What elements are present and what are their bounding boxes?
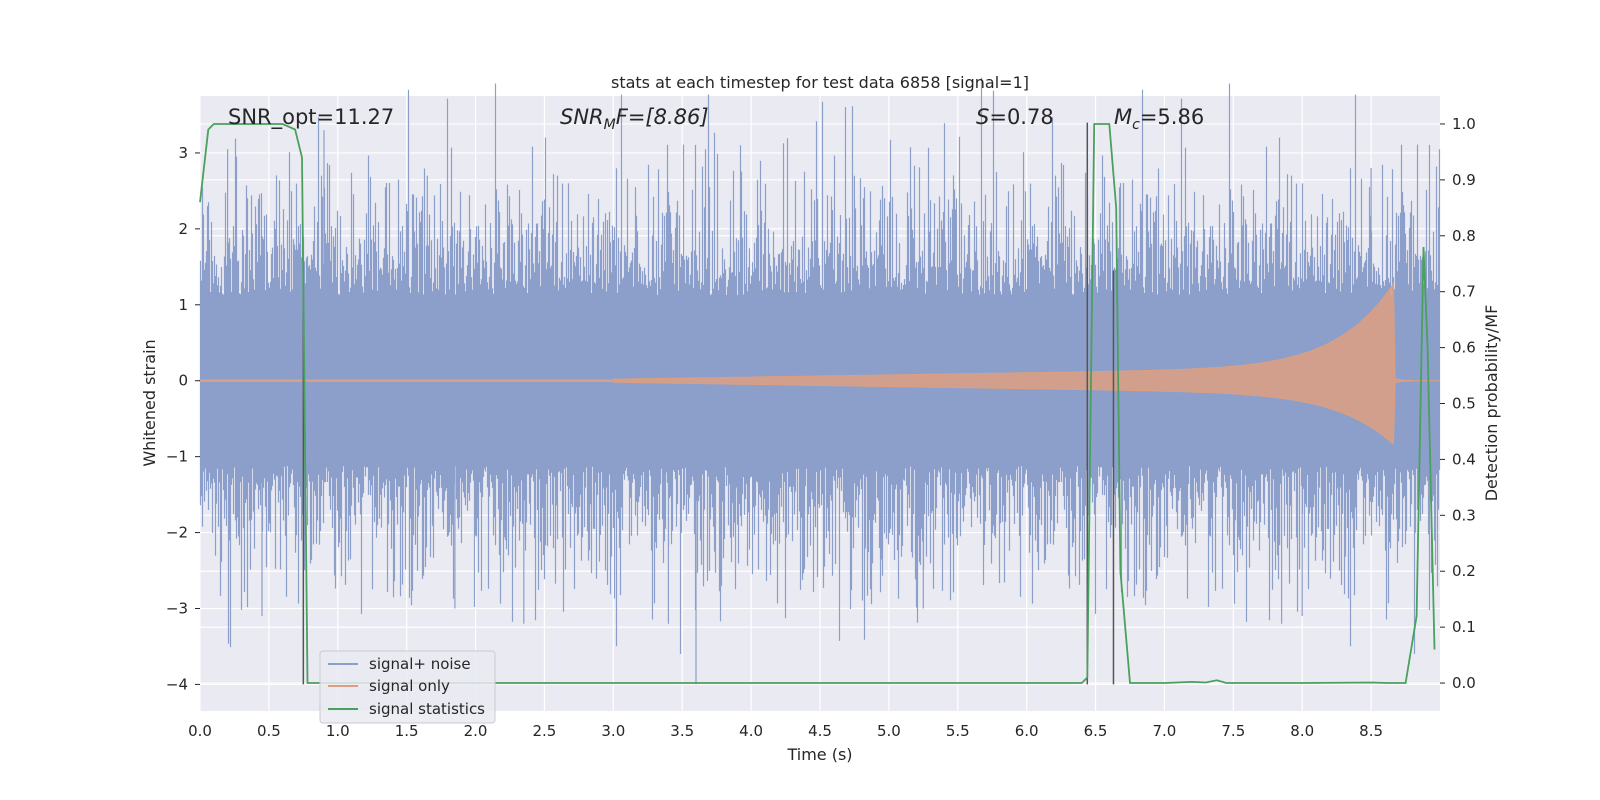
x-tick-label: 5.5	[946, 722, 970, 740]
y-left-tick-label: 2	[178, 220, 188, 238]
x-axis-label: Time (s)	[786, 745, 852, 764]
y-left-tick-label: −3	[166, 600, 188, 618]
chart-title: stats at each timestep for test data 685…	[611, 73, 1029, 92]
x-tick-label: 6.5	[1084, 722, 1108, 740]
mc-suffix: =5.86	[1140, 105, 1204, 129]
x-tick-label: 7.5	[1221, 722, 1245, 740]
snr-mf-prefix: SNR	[560, 105, 604, 129]
y-right-tick-label: 0.4	[1452, 450, 1476, 468]
x-tick-label: 3.5	[670, 722, 694, 740]
y-left-axis-ticks: −4 −3 −2 −1 0 1 2 3	[166, 144, 200, 693]
signal-statistics-series	[199, 123, 1436, 684]
y-right-axis-ticks: 0.0 0.1 0.2 0.3 0.4 0.5 0.6 0.7 0.8 0.9 1.0	[1440, 115, 1476, 692]
signal-only-line	[199, 281, 1440, 446]
y-right-tick-label: 1.0	[1452, 115, 1476, 133]
legend-label-signal-noise: signal+ noise	[369, 655, 471, 673]
x-tick-label: 5.0	[877, 722, 901, 740]
signal-statistics-line	[199, 123, 1436, 684]
y-right-axis-label: Detection probability/MF	[1482, 305, 1501, 502]
x-tick-label: 6.0	[1015, 722, 1039, 740]
y-left-tick-label: −4	[166, 675, 188, 693]
x-tick-label: 0.5	[257, 722, 281, 740]
x-tick-label: 2.5	[533, 722, 557, 740]
x-axis-ticks: 0.0 0.5 1.0 1.5 2.0 2.5 3.0 3.5 4.0 4.5 5.0 5.5 6.0 6…	[188, 722, 1383, 740]
x-tick-label: 8.0	[1290, 722, 1314, 740]
y-right-tick-label: 0.9	[1452, 171, 1476, 189]
y-right-tick-label: 0.6	[1452, 339, 1476, 357]
x-tick-label: 4.5	[808, 722, 832, 740]
annotation-snr-mf: SNRMF=[8.86]	[560, 105, 709, 133]
y-left-tick-label: −1	[166, 448, 188, 466]
legend: signal+ noise signal only signal statist…	[319, 650, 496, 724]
mc-prefix: M	[1114, 105, 1132, 129]
annotation-mc: Mc=5.86	[1114, 105, 1204, 133]
x-tick-label: 7.0	[1153, 722, 1177, 740]
annotation-s: S=0.78	[976, 105, 1054, 129]
x-tick-label: 8.5	[1359, 722, 1383, 740]
x-tick-label: 3.0	[601, 722, 625, 740]
s-prefix: S	[976, 105, 989, 129]
y-right-tick-label: 0.3	[1452, 506, 1476, 524]
legend-label-signal-statistics: signal statistics	[369, 700, 485, 718]
x-tick-label: 1.0	[326, 722, 350, 740]
legend-box	[319, 650, 496, 724]
x-tick-label: 0.0	[188, 722, 212, 740]
mc-subscript: c	[1132, 117, 1140, 133]
y-left-tick-label: 1	[178, 296, 188, 314]
x-tick-label: 2.0	[464, 722, 488, 740]
y-right-tick-label: 0.0	[1452, 674, 1476, 692]
y-left-tick-label: 0	[178, 372, 188, 390]
y-right-tick-label: 0.1	[1452, 618, 1476, 636]
snr-mf-suffix: F=[8.86]	[616, 105, 709, 129]
s-suffix: =0.78	[989, 105, 1053, 129]
signal-only-series	[199, 281, 1440, 446]
y-right-tick-label: 0.7	[1452, 283, 1476, 301]
legend-label-signal-only: signal only	[369, 677, 450, 695]
x-tick-label: 1.5	[395, 722, 419, 740]
x-tick-label: 4.0	[739, 722, 763, 740]
y-right-tick-label: 0.8	[1452, 227, 1476, 245]
y-right-tick-label: 0.2	[1452, 562, 1476, 580]
y-left-axis-label: Whitened strain	[140, 339, 159, 466]
annotation-snr-opt: SNR_opt=11.27	[228, 105, 394, 130]
y-left-tick-label: 3	[178, 144, 188, 162]
y-right-tick-label: 0.5	[1452, 395, 1476, 413]
y-left-tick-label: −2	[166, 524, 188, 542]
snr-mf-subscript: M	[604, 117, 616, 133]
